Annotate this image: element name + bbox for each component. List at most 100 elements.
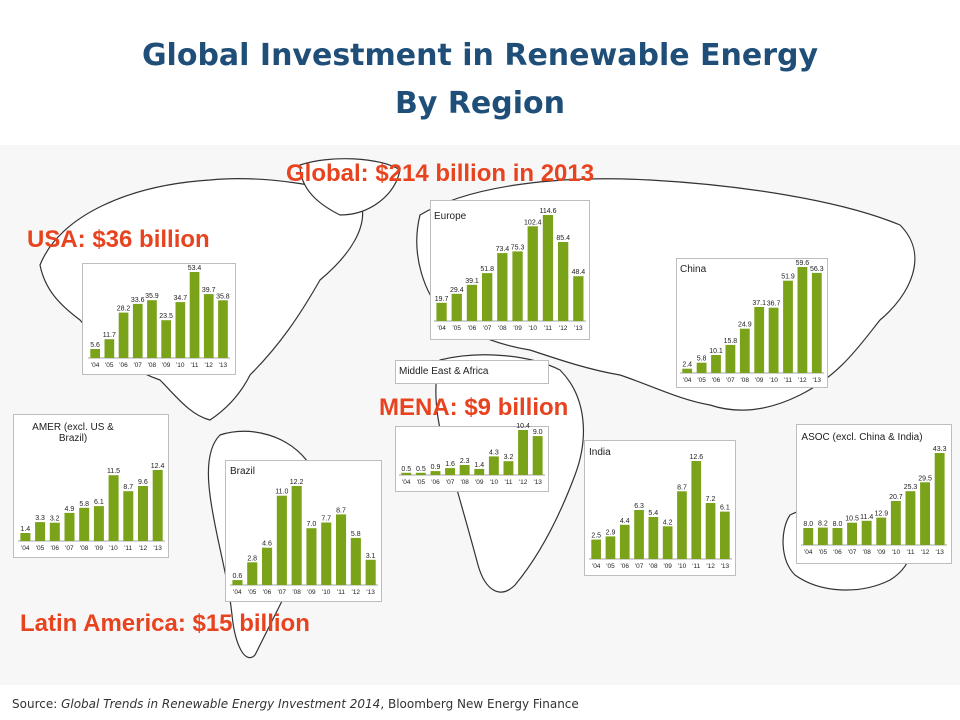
usa-tick-label-0: '04 [91, 362, 100, 369]
asoc-bar-1 [817, 527, 828, 545]
amer-value-label-7: 8.7 [123, 484, 133, 491]
mena-title-panel: Middle East & Africa [395, 360, 549, 384]
title-line-2: By Region [394, 86, 566, 121]
usa-bar-8 [203, 294, 214, 358]
amer-bar-3 [64, 512, 75, 541]
brazil-bar-4 [291, 486, 302, 585]
china-tick-label-9: '13 [813, 377, 822, 384]
asoc-bar-0 [803, 528, 814, 545]
asoc-value-label-6: 20.7 [889, 494, 903, 501]
mena-tick-label-4: '08 [460, 479, 469, 486]
global-total-callout: Global: $214 billion in 2013 [286, 160, 595, 187]
brazil-chart-panel: Brazil 0.6 '04 2.8 '05 4.6 '06 11.0 '07 12.2 '08 7… [225, 460, 382, 602]
mena-value-label-9: 9.0 [533, 429, 543, 436]
india-tick-label-2: '06 [621, 563, 630, 570]
asoc-chart-title: ASOC (excl. China & India) [801, 432, 923, 443]
usa-bar-3 [132, 303, 143, 358]
brazil-value-label-9: 3.1 [366, 553, 376, 560]
usa-value-label-6: 34.7 [173, 295, 187, 302]
brazil-tick-label-9: '13 [366, 589, 375, 596]
europe-bar-2 [466, 284, 478, 321]
brazil-bar-8 [350, 537, 361, 585]
usa-bar-0 [90, 349, 100, 358]
mena-bar-3 [445, 468, 455, 475]
brazil-tick-label-8: '12 [352, 589, 361, 596]
china-chart-title: China [680, 264, 707, 275]
brazil-bar-7 [336, 514, 347, 585]
india-chart-panel: India 2.5 '04 2.9 '05 4.4 '06 6.3 '07 5.4 '08 4.2 '… [584, 440, 736, 576]
usa-value-label-1: 11.7 [103, 332, 116, 339]
europe-value-label-9: 48.4 [572, 269, 586, 276]
asoc-value-label-3: 10.5 [845, 516, 859, 523]
mena-tick-label-9: '13 [533, 479, 542, 486]
india-tick-label-5: '09 [663, 563, 672, 570]
asoc-tick-label-9: '13 [935, 549, 944, 556]
asoc-tick-label-8: '12 [921, 549, 930, 556]
amer-tick-label-9: '13 [153, 545, 162, 552]
europe-value-label-8: 85.4 [556, 235, 570, 242]
asoc-tick-label-1: '05 [819, 549, 828, 556]
asoc-value-label-4: 11.4 [860, 514, 873, 521]
europe-bar-3 [482, 273, 493, 321]
asoc-value-label-0: 8.0 [803, 521, 813, 528]
india-bar-8 [705, 503, 716, 559]
europe-bar-4 [497, 253, 508, 321]
india-tick-label-7: '11 [692, 563, 700, 570]
india-value-label-1: 2.9 [606, 529, 616, 536]
china-tick-label-2: '06 [712, 377, 721, 384]
china-bar-8 [797, 267, 808, 373]
europe-value-label-3: 51.8 [480, 266, 494, 273]
source-prefix: Source: [12, 697, 62, 711]
europe-tick-label-8: '12 [559, 325, 568, 332]
usa-bar-chart: 5.6 '04 11.7 '05 28.2 '06 33.6 '07 35.9 '08 23.5 '0… [88, 265, 230, 369]
brazil-value-label-8: 5.8 [351, 531, 361, 538]
asoc-tick-label-6: '10 [892, 549, 901, 556]
asoc-bar-6 [890, 501, 901, 545]
amer-bar-1 [35, 522, 46, 541]
europe-value-label-0: 19.7 [435, 296, 449, 303]
amer-tick-label-2: '06 [51, 545, 60, 552]
brazil-value-label-6: 7.7 [321, 516, 331, 523]
asoc-tick-label-2: '06 [833, 549, 842, 556]
amer-bar-0 [20, 533, 31, 541]
europe-value-label-5: 75.3 [511, 244, 525, 251]
india-bar-0 [591, 539, 601, 559]
china-value-label-7: 51.9 [781, 274, 795, 281]
usa-tick-label-6: '10 [176, 362, 185, 369]
india-bar-4 [648, 517, 659, 559]
brazil-bar-2 [262, 547, 273, 585]
china-value-label-1: 5.8 [697, 356, 707, 363]
usa-tick-label-1: '05 [105, 362, 114, 369]
usa-bar-2 [118, 312, 129, 358]
china-bar-7 [783, 280, 793, 373]
asoc-value-label-8: 29.5 [918, 475, 932, 482]
asoc-tick-label-0: '04 [804, 549, 813, 556]
europe-tick-label-3: '07 [483, 325, 492, 332]
usa-value-label-0: 5.6 [90, 342, 100, 349]
usa-callout: USA: $36 billion [27, 226, 210, 253]
amer-bar-2 [49, 522, 60, 541]
mena-bar-2 [430, 471, 441, 475]
europe-bar-9 [573, 276, 584, 321]
brazil-tick-label-1: '05 [248, 589, 257, 596]
india-tick-label-4: '08 [649, 563, 658, 570]
usa-bar-7 [189, 272, 200, 358]
mena-chart-panel: 0.5 '04 0.5 '05 0.9 '06 1.6 '07 2.3 '08 1.4 '09 4.3 '… [395, 423, 549, 492]
mena-tick-label-2: '06 [431, 479, 440, 486]
europe-chart-panel: Europe 19.7 '04 29.4 '05 39.1 '06 51.8 '07 73.4 '… [430, 200, 590, 340]
asoc-tick-label-5: '09 [877, 549, 886, 556]
china-bar-chart: 2.4 '04 5.8 '05 10.1 '06 15.8 '07 24.9 '08 37.1 '09… [680, 260, 824, 384]
brazil-value-label-7: 8.7 [336, 507, 346, 514]
china-tick-label-3: '07 [726, 377, 735, 384]
asoc-value-label-5: 12.9 [874, 511, 888, 518]
india-tick-label-6: '10 [678, 563, 687, 570]
amer-chart-panel: AMER (excl. US & Brazil) 1.4 '04 3.3 '05 3.2… [13, 414, 169, 558]
amer-tick-label-1: '05 [36, 545, 45, 552]
china-tick-label-4: '08 [741, 377, 750, 384]
asoc-chart-panel: ASOC (excl. China & India) 8.0'04 8.2'05 8… [796, 424, 952, 564]
brazil-chart-title: Brazil [230, 466, 256, 477]
india-tick-label-9: '13 [721, 563, 730, 570]
china-value-label-6: 36.7 [767, 301, 781, 308]
asoc-tick-label-3: '07 [848, 549, 857, 556]
europe-bar-1 [451, 293, 462, 321]
